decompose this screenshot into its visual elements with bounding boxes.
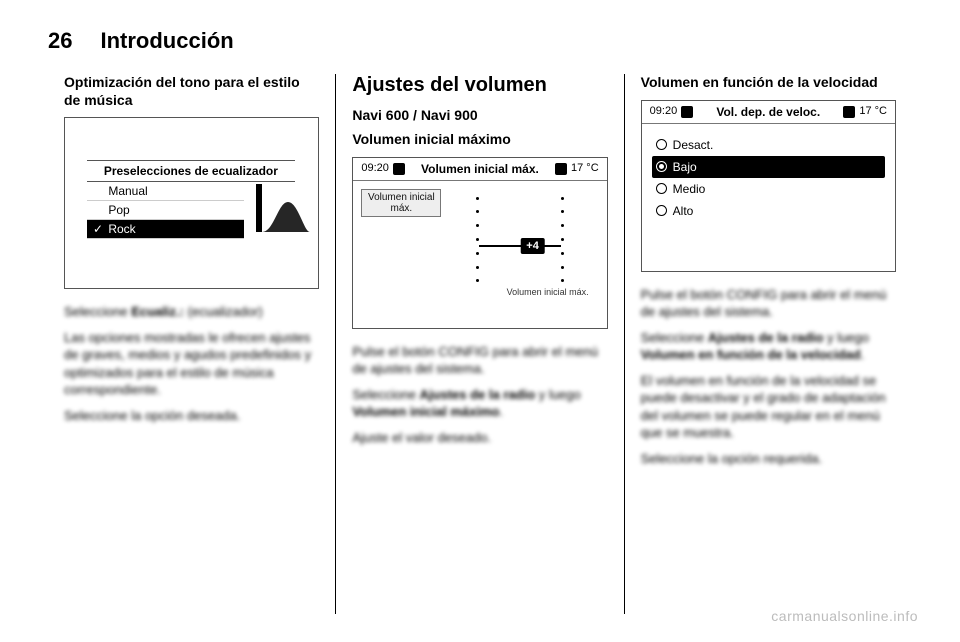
col1-caption: Seleccione Ecualiz.: (ecualizador): [64, 303, 319, 321]
speed-volume-screenshot: 09:20 Vol. dep. de veloc. 17 °C Desact.B…: [641, 100, 896, 272]
column-3: Volumen en función de la velocidad 09:20…: [624, 74, 912, 614]
radio-icon: [656, 161, 667, 172]
col2-heading: Ajustes del volumen: [352, 74, 607, 97]
clock-icon: [681, 106, 693, 118]
eq-option: ✓ Rock: [87, 220, 244, 239]
radio-icon: [656, 205, 667, 216]
col3-subtitle: Volumen en función de la velocidad: [641, 74, 896, 92]
vol-top-bar: 09:20 Volumen inicial máx. 17 °C: [353, 158, 606, 180]
col2-body1: Pulse el botón CONFIG para abrir el menú…: [352, 343, 607, 378]
col3-body1: Pulse el botón CONFIG para abrir el menú…: [641, 286, 896, 321]
spd-top-title: Vol. dep. de veloc.: [697, 105, 839, 119]
col2-body2: Seleccione Ajustes de la radio y luego V…: [352, 386, 607, 421]
thermometer-icon: [555, 163, 567, 175]
spd-option: Desact.: [652, 134, 885, 156]
clock-icon: [393, 163, 405, 175]
eq-option: Manual: [87, 182, 244, 201]
spd-option: Medio: [652, 178, 885, 200]
radio-icon: [656, 139, 667, 150]
spd-option: Alto: [652, 200, 885, 222]
column-1: Optimización del tono para el estilo de …: [48, 74, 335, 614]
initial-volume-screenshot: 09:20 Volumen inicial máx. 17 °C Volumen…: [352, 157, 607, 329]
page-number: 26: [48, 28, 72, 54]
col2-subhead: Navi 600 / Navi 900: [352, 107, 607, 123]
col2-section-label: Volumen inicial máximo: [352, 131, 607, 149]
watermark: carmanualsonline.info: [771, 608, 918, 624]
vol-time: 09:20: [361, 162, 409, 174]
col2-body3: Ajuste el valor deseado.: [352, 429, 607, 447]
eq-curve-icon: [254, 180, 310, 236]
radio-icon: [656, 183, 667, 194]
vol-bottom-caption: Volumen inicial máx.: [507, 287, 589, 297]
section-title: Introducción: [100, 28, 233, 54]
vol-top-title: Volumen inicial máx.: [409, 162, 551, 176]
vol-temp: 17 °C: [551, 162, 599, 174]
col1-body2: Seleccione la opción deseada.: [64, 407, 319, 425]
eq-option-list: Manual Pop✓ Rock: [87, 182, 244, 239]
spd-temp: 17 °C: [839, 105, 887, 117]
spd-time: 09:20: [650, 105, 698, 117]
eq-title: Preselecciones de ecualizador: [87, 160, 295, 182]
thermometer-icon: [843, 106, 855, 118]
col1-body1: Las opciones mostradas le ofrecen ajuste…: [64, 329, 319, 399]
column-2: Ajustes del volumen Navi 600 / Navi 900 …: [335, 74, 623, 614]
page-header: 26 Introducción: [48, 28, 912, 54]
col3-body4: Seleccione la opción requerida.: [641, 450, 896, 468]
vol-indicator: +4: [520, 238, 545, 254]
vol-tab: Volumen inicial máx.: [361, 189, 441, 217]
eq-option: Pop: [87, 201, 244, 220]
col3-body3: El volumen en función de la velocidad se…: [641, 372, 896, 442]
vol-slider: +4 Volumen inicial máx.: [441, 189, 598, 303]
col1-subtitle: Optimización del tono para el estilo de …: [64, 74, 319, 109]
spd-top-bar: 09:20 Vol. dep. de veloc. 17 °C: [642, 101, 895, 123]
spd-option: Bajo: [652, 156, 885, 178]
equalizer-screenshot: Preselecciones de ecualizador Manual Pop…: [64, 117, 319, 289]
col3-body2: Seleccione Ajustes de la radio y luego V…: [641, 329, 896, 364]
spd-option-list: Desact.BajoMedioAlto: [642, 128, 895, 228]
